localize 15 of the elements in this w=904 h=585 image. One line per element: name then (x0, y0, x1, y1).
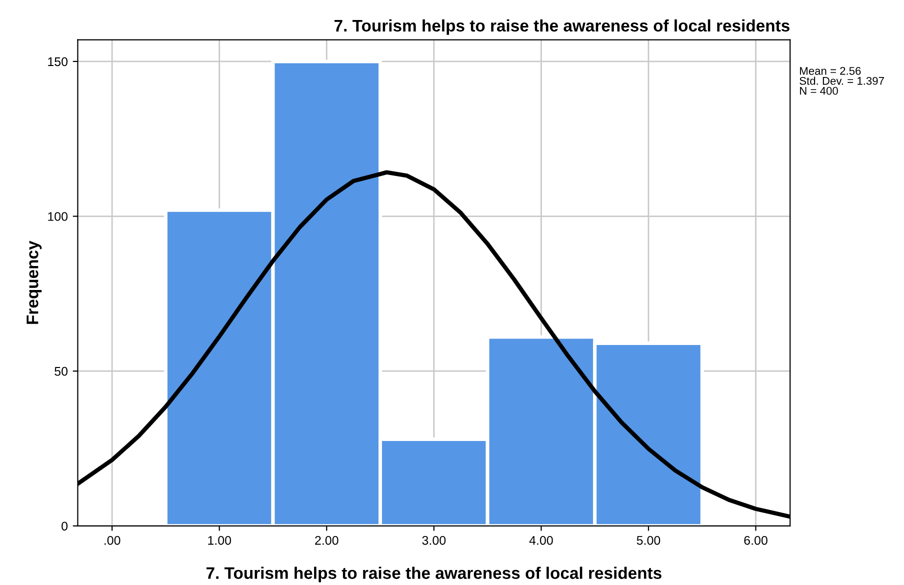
x-tick-label: 5.00 (636, 536, 660, 545)
x-tick-label: 1.00 (208, 536, 232, 545)
y-tick-label: 50 (54, 366, 68, 376)
x-tick-label: 3.00 (422, 536, 446, 545)
y-tick-label: 0 (62, 522, 68, 531)
x-tick-label: 6.00 (744, 536, 768, 545)
y-tick-label: 100 (48, 212, 68, 221)
y-axis-title: Frequency (26, 240, 42, 324)
chart-title: 7. Tourism helps to raise the awareness of local residents (334, 19, 790, 35)
text: Mean = 2.56 Std. Dev. = 1.397 N = 400 (800, 66, 884, 95)
x-axis-title: 7. Tourism helps to raise the awareness of local residents (206, 566, 662, 582)
x-tick-label: .00 (104, 536, 120, 545)
y-tick-label: 150 (48, 57, 68, 66)
x-tick-label: 4.00 (529, 536, 553, 545)
x-tick-label: 2.00 (315, 536, 338, 545)
